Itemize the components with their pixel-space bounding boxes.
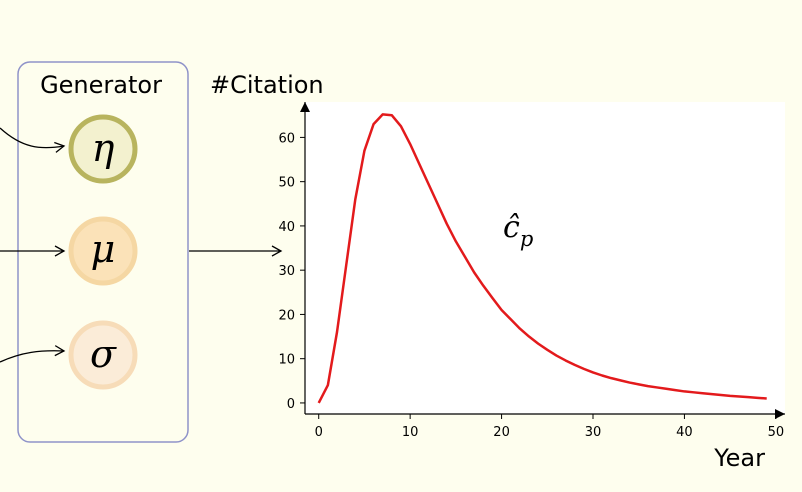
y-tick-label: 50 xyxy=(278,176,295,191)
curve-label: ĉp xyxy=(503,210,533,251)
x-axis-title: Year xyxy=(713,444,765,472)
x-tick-label: 50 xyxy=(768,425,785,440)
y-tick-label: 40 xyxy=(278,220,295,235)
x-tick-label: 10 xyxy=(402,425,419,440)
y-axis-arrowhead xyxy=(300,102,310,112)
y-axis-title: #Citation xyxy=(210,71,324,99)
eta-symbol: η xyxy=(92,126,115,170)
y-tick-label: 10 xyxy=(278,353,295,368)
y-tick-label: 60 xyxy=(278,131,295,146)
sigma-node xyxy=(68,320,138,390)
curve-label-text: ĉ xyxy=(503,210,520,245)
mu-symbol: μ xyxy=(91,227,116,271)
x-tick-label: 0 xyxy=(315,425,323,440)
mu-node xyxy=(68,216,138,286)
y-tick-label: 20 xyxy=(278,308,295,323)
x-tick-label: 40 xyxy=(676,425,693,440)
eta-node xyxy=(68,114,138,184)
citation-chart: 0 10 20 30 40 50 0 10 20 30 40 50 60 xyxy=(278,102,785,440)
citation-curve xyxy=(317,113,767,404)
generator-title: Generator xyxy=(40,71,162,99)
generator-box xyxy=(17,61,189,443)
eta-input-arrow xyxy=(0,127,66,153)
x-tick-label: 20 xyxy=(493,425,510,440)
x-axis-arrowhead xyxy=(775,409,785,419)
svg-text:ĉp: ĉp xyxy=(503,210,533,251)
y-tick-label: 30 xyxy=(278,264,295,279)
chart-background xyxy=(305,102,785,414)
x-tick-label: 30 xyxy=(585,425,602,440)
sigma-input-arrow xyxy=(0,345,66,363)
y-tick-label: 0 xyxy=(287,397,295,412)
sigma-symbol: σ xyxy=(90,332,117,376)
